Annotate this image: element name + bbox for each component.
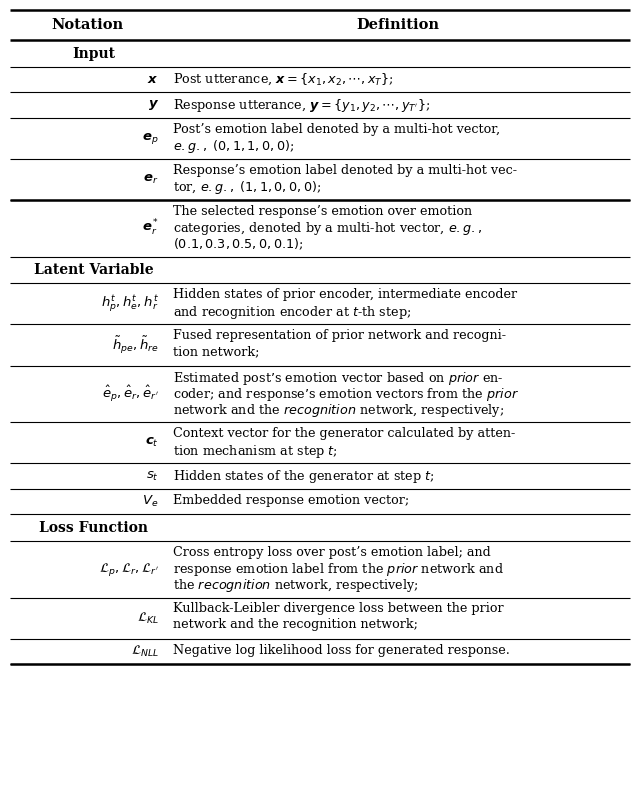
Text: Hidden states of the generator at step $t$;: Hidden states of the generator at step $… bbox=[173, 468, 435, 485]
Text: $\boldsymbol{x}$: $\boldsymbol{x}$ bbox=[147, 73, 159, 86]
Text: network and the $\mathit{recognition}$ network, respectively;: network and the $\mathit{recognition}$ n… bbox=[173, 402, 504, 419]
Text: Fused representation of prior network and recogni-: Fused representation of prior network an… bbox=[173, 330, 506, 343]
Text: Loss Function: Loss Function bbox=[39, 521, 148, 534]
Text: $\mathcal{L}_p, \mathcal{L}_r, \mathcal{L}_{r^{\prime}}$: $\mathcal{L}_p, \mathcal{L}_r, \mathcal{… bbox=[99, 561, 159, 578]
Text: $s_t$: $s_t$ bbox=[146, 470, 159, 483]
Text: Estimated post’s emotion vector based on $\mathit{prior}$ en-: Estimated post’s emotion vector based on… bbox=[173, 371, 503, 388]
Text: Post’s emotion label denoted by a multi-hot vector,: Post’s emotion label denoted by a multi-… bbox=[173, 123, 500, 135]
Text: Notation: Notation bbox=[51, 18, 124, 32]
Text: $\boldsymbol{c}_t$: $\boldsymbol{c}_t$ bbox=[145, 436, 159, 450]
Text: $\mathcal{L}_{NLL}$: $\mathcal{L}_{NLL}$ bbox=[131, 644, 159, 659]
Text: The selected response’s emotion over emotion: The selected response’s emotion over emo… bbox=[173, 205, 472, 218]
Text: coder; and response’s emotion vectors from the $\mathit{prior}$: coder; and response’s emotion vectors fr… bbox=[173, 386, 519, 403]
Text: tor, $e.g.,$ $(1, 1, 0, 0, 0)$;: tor, $e.g.,$ $(1, 1, 0, 0, 0)$; bbox=[173, 180, 321, 197]
Text: Input: Input bbox=[72, 47, 115, 60]
Text: $V_e$: $V_e$ bbox=[142, 494, 159, 509]
Text: $\mathcal{L}_{KL}$: $\mathcal{L}_{KL}$ bbox=[137, 611, 159, 625]
Text: network and the recognition network;: network and the recognition network; bbox=[173, 618, 418, 631]
Text: Post utterance, $\boldsymbol{x} = \{x_1, x_2, \cdots, x_T\}$;: Post utterance, $\boldsymbol{x} = \{x_1,… bbox=[173, 72, 394, 87]
Text: Response’s emotion label denoted by a multi-hot vec-: Response’s emotion label denoted by a mu… bbox=[173, 164, 517, 177]
Text: response emotion label from the $\mathit{prior}$ network and: response emotion label from the $\mathit… bbox=[173, 562, 504, 579]
Text: Hidden states of prior encoder, intermediate encoder: Hidden states of prior encoder, intermed… bbox=[173, 289, 517, 301]
Text: Context vector for the generator calculated by atten-: Context vector for the generator calcula… bbox=[173, 427, 515, 440]
Text: Kullback-Leibler divergence loss between the prior: Kullback-Leibler divergence loss between… bbox=[173, 603, 504, 616]
Text: Embedded response emotion vector;: Embedded response emotion vector; bbox=[173, 494, 409, 507]
Text: Response utterance, $\boldsymbol{y} = \{y_1, y_2, \cdots, y_{T^{\prime}}\}$;: Response utterance, $\boldsymbol{y} = \{… bbox=[173, 98, 430, 114]
Text: $\boldsymbol{e}_r$: $\boldsymbol{e}_r$ bbox=[143, 172, 159, 186]
Text: categories, denoted by a multi-hot vector, $e.g.,$: categories, denoted by a multi-hot vecto… bbox=[173, 221, 482, 238]
Text: Cross entropy loss over post’s emotion label; and: Cross entropy loss over post’s emotion l… bbox=[173, 546, 490, 559]
Text: Latent Variable: Latent Variable bbox=[34, 263, 154, 277]
Text: Negative log likelihood loss for generated response.: Negative log likelihood loss for generat… bbox=[173, 644, 509, 657]
Text: tion mechanism at step $t$;: tion mechanism at step $t$; bbox=[173, 443, 338, 460]
Text: tion network;: tion network; bbox=[173, 345, 259, 358]
Text: Definition: Definition bbox=[356, 18, 439, 32]
Text: $\boldsymbol{y}$: $\boldsymbol{y}$ bbox=[148, 98, 159, 112]
Text: $\boldsymbol{e}_r^*$: $\boldsymbol{e}_r^*$ bbox=[141, 218, 159, 239]
Text: $\tilde{h}_{pe}, \tilde{h}_{re}$: $\tilde{h}_{pe}, \tilde{h}_{re}$ bbox=[112, 334, 159, 355]
Text: $\boldsymbol{e}_p$: $\boldsymbol{e}_p$ bbox=[142, 131, 159, 146]
Text: and recognition encoder at $t$-th step;: and recognition encoder at $t$-th step; bbox=[173, 304, 411, 321]
Text: the $\mathit{recognition}$ network, respectively;: the $\mathit{recognition}$ network, resp… bbox=[173, 577, 419, 594]
Text: $\hat{e}_p, \hat{e}_r, \hat{e}_{r^{\prime}}$: $\hat{e}_p, \hat{e}_r, \hat{e}_{r^{\prim… bbox=[102, 384, 159, 404]
Text: $h_p^t, h_e^t, h_r^t$: $h_p^t, h_e^t, h_r^t$ bbox=[100, 293, 159, 314]
Text: $(0.1, 0.3, 0.5, 0, 0.1)$;: $(0.1, 0.3, 0.5, 0, 0.1)$; bbox=[173, 236, 303, 251]
Text: $e.g.,$ $(0, 1, 1, 0, 0)$;: $e.g.,$ $(0, 1, 1, 0, 0)$; bbox=[173, 139, 294, 156]
